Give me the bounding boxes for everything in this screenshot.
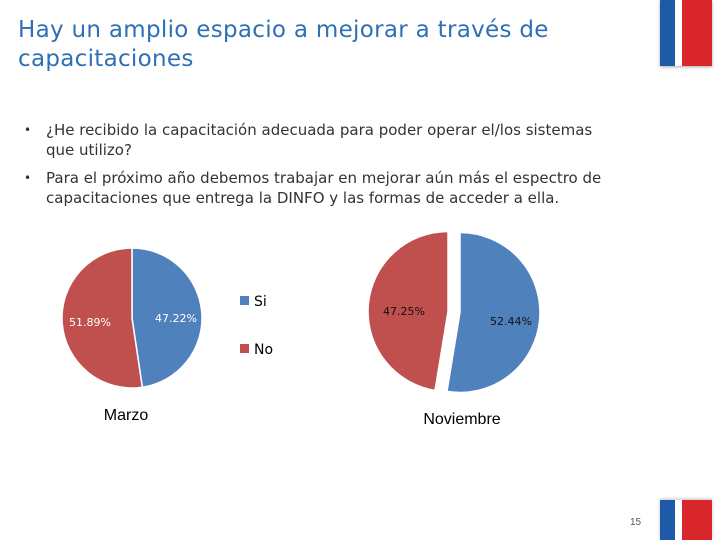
legend-label-no: No — [254, 342, 273, 358]
data-label-noviembre-no: 47.25% — [383, 305, 425, 318]
bullet-item: • Para el próximo año debemos trabajar en… — [24, 168, 624, 208]
legend-swatch-si — [240, 296, 249, 305]
bullet-item: • ¿He recibido la capacitación adecuada p… — [24, 120, 624, 160]
flag-stripe-white — [675, 0, 682, 66]
page-number: 15 — [630, 517, 642, 528]
slide-title: Hay un amplio espacio a mejorar a través… — [18, 17, 549, 72]
pie-slice-marzo-si — [131, 247, 203, 389]
legend-label-si: Si — [254, 294, 267, 310]
flag-stripe-blue — [660, 0, 675, 66]
flag-stripe-blue — [660, 500, 675, 540]
pie-slice-noviembre-no — [367, 230, 449, 392]
chile-flag-logo-top — [660, 0, 712, 66]
flag-stripe-white — [675, 500, 682, 540]
bullet-text: ¿He recibido la capacitación adecuada pa… — [46, 121, 593, 159]
flag-stripe-red — [682, 0, 712, 66]
chart-title-noviembre: Noviembre — [423, 411, 500, 428]
bullet-list: • ¿He recibido la capacitación adecuada p… — [24, 120, 624, 216]
bullet-dot-icon: • — [24, 171, 32, 185]
chart-title-marzo: Marzo — [104, 407, 149, 424]
flag-stripe-red — [682, 500, 712, 540]
data-label-marzo-no: 51.89% — [69, 316, 111, 329]
pie-slice-marzo-no — [61, 247, 144, 389]
data-label-noviembre-si: 52.44% — [490, 315, 532, 328]
pie-slice-noviembre-si — [446, 231, 541, 394]
chile-flag-logo-bottom — [660, 500, 712, 540]
bullet-dot-icon: • — [24, 123, 32, 137]
data-label-marzo-si: 47.22% — [155, 312, 197, 325]
bullet-text: Para el próximo año debemos trabajar en … — [46, 169, 602, 207]
legend-swatch-no — [240, 344, 249, 353]
